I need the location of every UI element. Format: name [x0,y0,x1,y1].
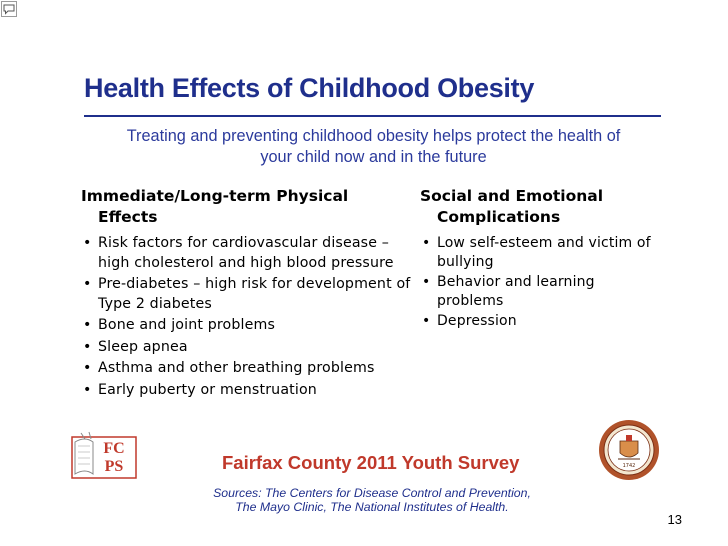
subtitle-line-1: Treating and preventing childhood obesit… [126,127,621,145]
list-item: Behavior and learning problems [420,273,662,310]
physical-effects-heading: Immediate/Long-term Physical Effects [81,187,349,226]
title-divider [84,115,661,117]
list-item: Low self-esteem and victim of bullying [420,234,662,271]
comment-icon[interactable] [1,1,17,17]
subtitle-line-2: your child now and in the future [260,148,487,166]
sources-line-2: The Mayo Clinic, The National Institutes… [235,500,509,514]
list-item: Depression [420,312,662,331]
fcps-logo-text-bottom: PS [105,458,124,475]
fcps-logo: FC PS [71,430,137,480]
list-item: Asthma and other breathing problems [81,359,411,379]
page-number: 13 [667,512,682,527]
seal-year: 1742 [623,463,636,469]
slide-title: Health Effects of Childhood Obesity [84,73,535,103]
physical-effects-column: Immediate/Long-term Physical Effects Ris… [81,186,411,402]
social-emotional-list: Low self-esteem and victim of bullying B… [420,234,662,331]
social-emotional-heading: Social and Emotional Complications [420,187,604,226]
social-emotional-column: Social and Emotional Complications Low s… [420,186,662,333]
slide-subtitle: Treating and preventing childhood obesit… [86,126,661,168]
survey-title: Fairfax County 2011 Youth Survey [222,452,520,473]
fcps-logo-text-top: FC [103,440,124,457]
fairfax-county-seal: 1742 [598,419,660,481]
sources-citation: Sources: The Centers for Disease Control… [182,486,562,514]
physical-effects-list: Risk factors for cardiovascular disease … [81,234,411,400]
list-item: Sleep apnea [81,338,411,358]
list-item: Pre-diabetes – high risk for development… [81,275,411,314]
list-item: Bone and joint problems [81,316,411,336]
list-item: Early puberty or menstruation [81,381,411,401]
list-item: Risk factors for cardiovascular disease … [81,234,411,273]
sources-line-1: Sources: The Centers for Disease Control… [213,486,531,500]
